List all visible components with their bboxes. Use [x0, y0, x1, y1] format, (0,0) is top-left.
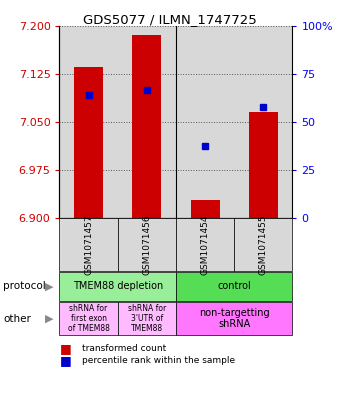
Bar: [234, 26, 292, 218]
Bar: [132, 35, 161, 218]
Bar: [74, 67, 103, 218]
Text: TMEM88 depletion: TMEM88 depletion: [73, 281, 163, 292]
Bar: [176, 26, 234, 218]
Text: GSM1071457: GSM1071457: [84, 214, 93, 275]
Bar: [249, 112, 278, 218]
Bar: [190, 200, 220, 218]
Text: shRNA for
3'UTR of
TMEM88: shRNA for 3'UTR of TMEM88: [128, 304, 166, 333]
Text: percentile rank within the sample: percentile rank within the sample: [82, 356, 235, 365]
Text: control: control: [217, 281, 251, 292]
Text: ■: ■: [59, 342, 71, 356]
Text: GDS5077 / ILMN_1747725: GDS5077 / ILMN_1747725: [83, 13, 257, 26]
Text: ■: ■: [59, 354, 71, 367]
Text: shRNA for
first exon
of TMEM88: shRNA for first exon of TMEM88: [68, 304, 109, 333]
Bar: [59, 26, 118, 218]
Text: GSM1071456: GSM1071456: [142, 214, 151, 275]
Text: other: other: [3, 314, 31, 323]
Text: non-targetting
shRNA: non-targetting shRNA: [199, 308, 270, 329]
Text: GSM1071454: GSM1071454: [201, 215, 209, 275]
Text: ▶: ▶: [45, 281, 54, 292]
Text: ▶: ▶: [45, 314, 54, 323]
Text: GSM1071455: GSM1071455: [259, 214, 268, 275]
Bar: [118, 26, 176, 218]
Text: transformed count: transformed count: [82, 345, 166, 353]
Text: protocol: protocol: [3, 281, 46, 292]
